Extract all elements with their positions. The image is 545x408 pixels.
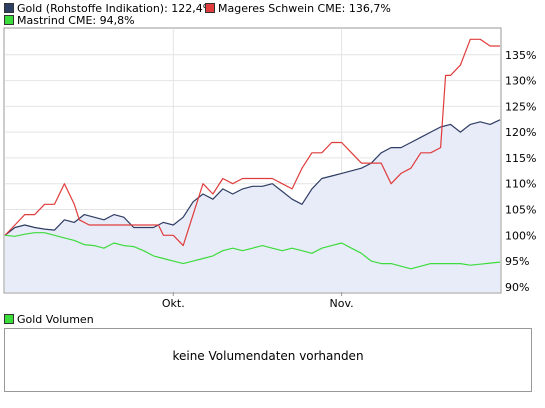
volume-empty-message: keine Volumendaten vorhanden bbox=[172, 349, 364, 363]
y-tick-label: 90% bbox=[505, 281, 529, 294]
y-tick-label: 120% bbox=[505, 126, 536, 139]
volume-legend-label: Gold Volumen bbox=[17, 313, 94, 326]
y-tick-label: 95% bbox=[505, 255, 529, 268]
legend-item-mastrind: Mastrind CME: 94,8% bbox=[4, 15, 135, 27]
legend-label: Gold (Rohstoffe Indikation): 122,4% bbox=[17, 2, 214, 15]
legend-swatch bbox=[205, 3, 215, 13]
series-layer bbox=[4, 38, 501, 292]
y-tick-label: 130% bbox=[505, 75, 536, 88]
axes: 90% 95% 100% 105% 110% 115% 120% 125% 130% 135% Ok… bbox=[162, 49, 537, 310]
legend-item-gold: Gold (Rohstoffe Indikation): 122,4% bbox=[4, 3, 213, 15]
legend-swatch bbox=[4, 3, 14, 13]
y-tick-label: 115% bbox=[505, 152, 536, 165]
volume-legend: Gold Volumen bbox=[4, 314, 94, 326]
legend-swatch bbox=[4, 314, 14, 324]
y-tick-label: 135% bbox=[505, 49, 536, 62]
y-tick-label: 110% bbox=[505, 178, 536, 191]
price-chart: 90% 95% 100% 105% 110% 115% 120% 125% 130% 135% Ok… bbox=[3, 27, 537, 310]
volume-panel: keine Volumendaten vorhanden bbox=[4, 328, 532, 392]
y-tick-label: 100% bbox=[505, 229, 536, 242]
legend-item-schwein: Mageres Schwein CME: 136,7% bbox=[205, 3, 391, 15]
y-tick-label: 105% bbox=[505, 203, 536, 216]
series-line-0 bbox=[4, 119, 501, 236]
series-line-1 bbox=[4, 38, 500, 247]
legend-label: Mastrind CME: 94,8% bbox=[17, 14, 135, 27]
legend-label: Mageres Schwein CME: 136,7% bbox=[218, 2, 391, 15]
x-tick-label: Nov. bbox=[330, 297, 354, 310]
y-tick-label: 125% bbox=[505, 100, 536, 113]
x-tick-label: Okt. bbox=[162, 297, 185, 310]
legend-swatch bbox=[4, 15, 14, 25]
series-line-2 bbox=[4, 232, 501, 270]
